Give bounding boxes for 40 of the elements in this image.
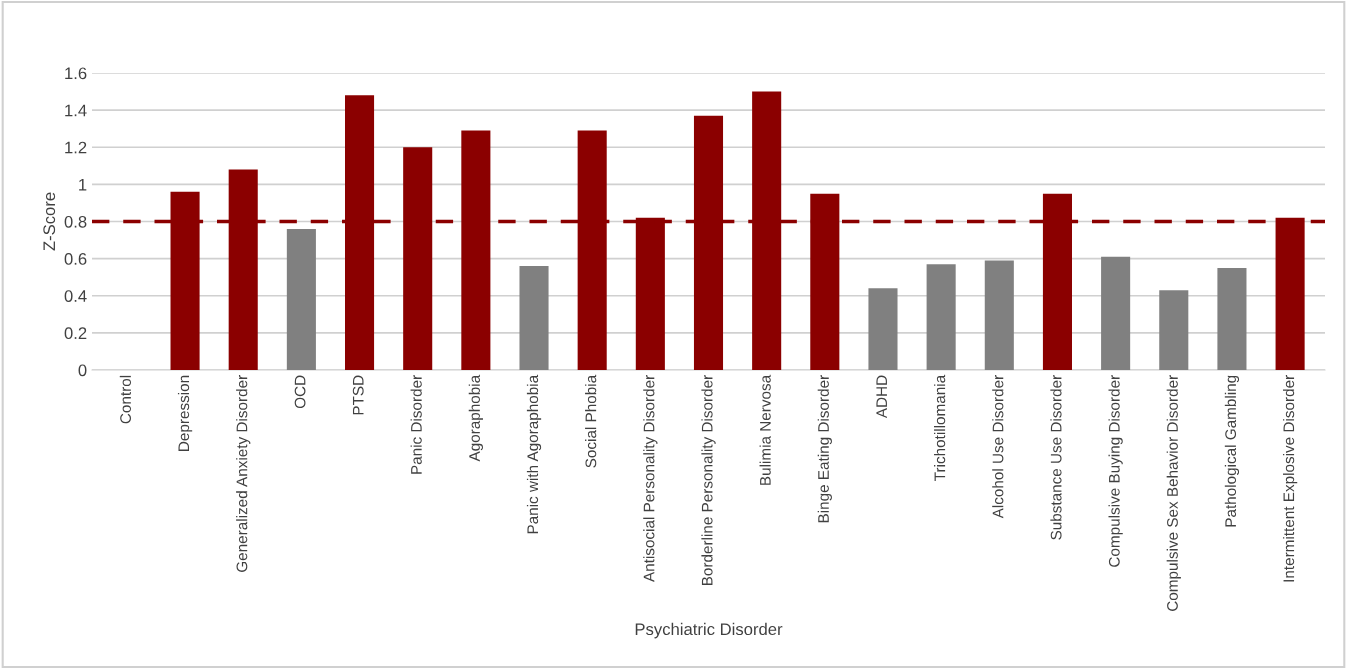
x-tick-label: Panic with Agoraphobia	[526, 374, 542, 534]
y-tick-label: 1	[79, 178, 87, 191]
x-tick-label: Antisocial Personality Disorder	[643, 375, 658, 582]
x-tick-label: Trichotillomania	[934, 374, 946, 481]
y-tick-label: 0	[78, 364, 87, 377]
x-tick-label: Substance Use Disorder	[1050, 375, 1062, 540]
y-tick-label: 0.6	[64, 253, 87, 265]
bar	[868, 288, 898, 370]
x-tick-label: PTSD	[352, 375, 364, 415]
x-tick-label: Pathological Gambling	[1224, 375, 1240, 527]
y-tick-label: 0.8	[64, 215, 87, 228]
bar	[519, 266, 549, 370]
x-tick-label: Binge Eating Disorder	[817, 375, 832, 523]
x-tick-label: Borderline Personality Disorder	[701, 375, 716, 586]
y-tick-label: 0.4	[64, 290, 87, 302]
bar	[984, 260, 1014, 370]
y-tick-label: 0.2	[64, 327, 87, 340]
x-tick-label: Depression	[177, 375, 193, 451]
bar	[1217, 267, 1247, 370]
bar	[1101, 256, 1131, 370]
x-axis-title: Psychiatric Disorder	[635, 622, 783, 639]
x-tick-label: Social Phobia	[585, 374, 597, 468]
y-axis-title: Z-Score	[43, 192, 56, 251]
x-tick-label: Bulimia Nervosa	[759, 374, 771, 485]
y-tick-label: 1.2	[65, 141, 87, 154]
x-tick-label: Panic Disorder	[410, 375, 422, 474]
x-tick-label: Intermittent Explosive Disorder	[1282, 375, 1298, 582]
x-tick-label: Compulsive Sex Behavior Disorder	[1166, 375, 1181, 611]
x-tick-label: Control	[119, 375, 131, 424]
x-tick-label: Compulsive Buying Disorder	[1108, 375, 1123, 567]
x-tick-label: ADHD	[876, 375, 887, 419]
y-tick-label: 1.6	[65, 67, 87, 80]
bar	[926, 264, 956, 370]
y-tick-label: 1.4	[65, 104, 87, 117]
x-tick-label: OCD	[294, 375, 306, 409]
x-tick-label: Generalized Anxiety Disorder	[236, 375, 251, 572]
x-tick-label: Alcohol Use Disorder	[992, 375, 1004, 519]
bar	[1159, 290, 1189, 370]
x-tick-label: Agoraphobia	[468, 374, 483, 462]
bar	[286, 228, 316, 370]
